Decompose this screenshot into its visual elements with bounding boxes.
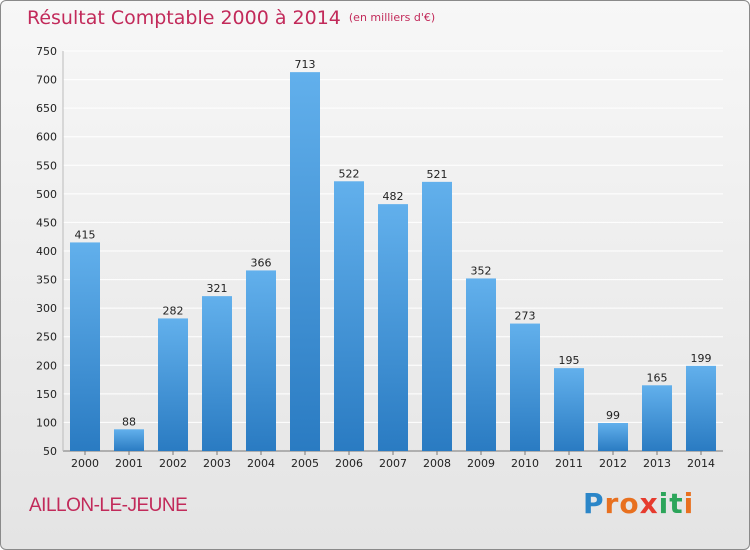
bar-2007	[378, 204, 408, 451]
y-tick-label: 350	[36, 274, 57, 287]
grid-layer	[62, 50, 723, 455]
data-label: 282	[163, 304, 184, 317]
chart-title: Résultat Comptable 2000 à 2014 (en millie…	[27, 7, 435, 29]
bar-2003	[202, 296, 232, 451]
data-label: 352	[471, 264, 492, 277]
y-tick-label: 700	[36, 74, 57, 87]
data-label: 521	[427, 168, 448, 181]
x-tick-label: 2012	[599, 457, 627, 470]
x-tick-label: 2000	[71, 457, 99, 470]
bar-2008	[422, 181, 452, 451]
x-tick-label: 2010	[511, 457, 539, 470]
bar-2000	[70, 242, 100, 451]
y-tick-label: 50	[43, 445, 57, 458]
x-tick-label: 2013	[643, 457, 671, 470]
data-label: 482	[383, 190, 404, 203]
data-label: 713	[295, 58, 316, 71]
y-tick-label: 550	[36, 159, 57, 172]
bar-2012	[598, 423, 628, 451]
x-tick-label: 2007	[379, 457, 407, 470]
bar-2004	[246, 270, 276, 451]
x-tick-label: 2003	[203, 457, 231, 470]
brand-logo: Proxiti	[583, 487, 694, 520]
data-label: 165	[647, 371, 668, 384]
data-label: 321	[207, 282, 228, 295]
data-label: 522	[339, 167, 360, 180]
y-tick-label: 250	[36, 331, 57, 344]
y-tick-label: 150	[36, 388, 57, 401]
x-tick-label: 2008	[423, 457, 451, 470]
bar-2001	[114, 429, 144, 451]
bar-2002	[158, 318, 188, 451]
y-tick-label: 750	[36, 45, 57, 58]
brand-letter: o	[619, 487, 640, 520]
y-tick-label: 600	[36, 131, 57, 144]
data-label: 195	[559, 354, 580, 367]
data-label: 366	[251, 256, 272, 269]
x-tick-label: 2005	[291, 457, 319, 470]
bar-2010	[510, 323, 540, 451]
brand-letter: i	[658, 487, 670, 520]
x-tick-label: 2014	[687, 457, 715, 470]
x-tick-label: 2006	[335, 457, 363, 470]
brand-letter: P	[583, 487, 605, 520]
data-label: 199	[691, 352, 712, 365]
brand-letter: r	[604, 487, 620, 520]
bar-2013	[642, 385, 672, 451]
y-tick-label: 450	[36, 216, 57, 229]
bar-2014	[686, 365, 716, 451]
x-tick-label: 2004	[247, 457, 275, 470]
brand-letter: i	[683, 487, 695, 520]
bar-2006	[334, 181, 364, 452]
y-tick-label: 400	[36, 245, 57, 258]
x-tick-label: 2009	[467, 457, 495, 470]
data-label: 273	[515, 310, 536, 323]
data-label: 99	[606, 409, 620, 422]
title-text: Résultat Comptable 2000 à 2014	[27, 7, 341, 29]
y-tick-label: 300	[36, 302, 57, 315]
y-tick-label: 500	[36, 188, 57, 201]
data-label: 88	[122, 415, 136, 428]
chart-subtitle: (en milliers d'€)	[348, 11, 436, 24]
bar-2005	[290, 72, 320, 452]
y-tick-label: 650	[36, 102, 57, 115]
y-tick-label: 200	[36, 359, 57, 372]
brand-letter: t	[669, 487, 684, 520]
x-tick-label: 2011	[555, 457, 583, 470]
bar-2009	[466, 278, 496, 451]
bar-layer	[70, 72, 716, 452]
x-tick-label: 2002	[159, 457, 187, 470]
place-name: AILLON-LE-JEUNE	[29, 495, 188, 516]
data-label: 415	[75, 228, 96, 241]
x-tick-label: 2001	[115, 457, 143, 470]
bar-2011	[554, 368, 584, 451]
label-layer: 50 100 150 200 250 300 350 400 450 500 550 600 650 70…	[36, 45, 715, 470]
brand-letter: x	[639, 487, 659, 520]
y-tick-label: 100	[36, 416, 57, 429]
